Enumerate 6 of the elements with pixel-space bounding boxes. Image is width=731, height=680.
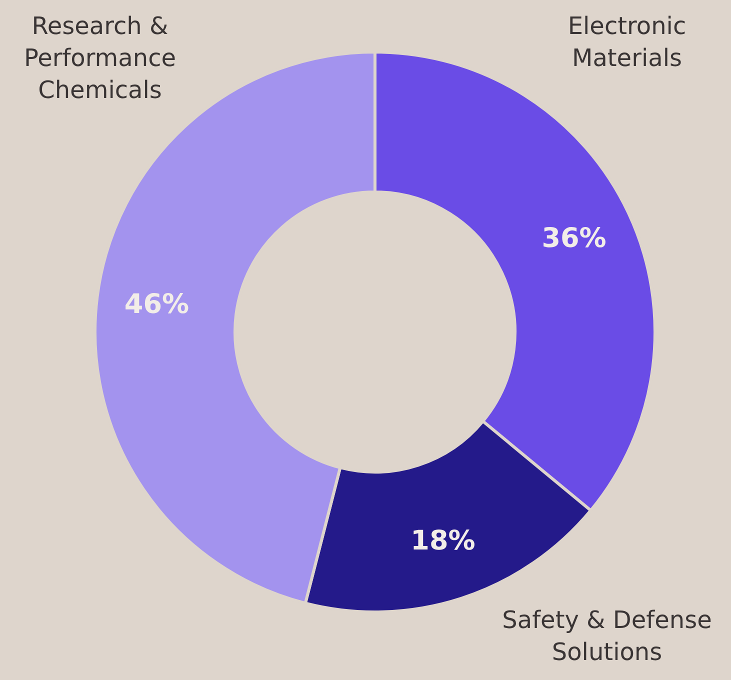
data-label: 36% — [542, 222, 606, 254]
slice-label: Research & Performance Chemicals — [24, 12, 176, 104]
slice-label: Safety & Defense Solutions — [502, 606, 712, 666]
data-label: 46% — [124, 288, 190, 320]
data-label: 18% — [410, 526, 476, 557]
slice-label: Electronic Materials — [568, 12, 686, 72]
